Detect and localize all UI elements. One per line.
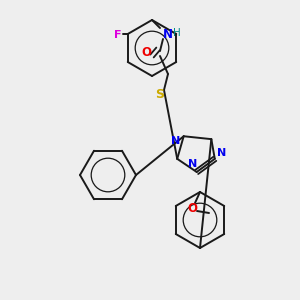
Text: N: N — [188, 159, 197, 169]
Text: N: N — [163, 28, 173, 40]
Text: F: F — [114, 30, 122, 40]
Text: O: O — [141, 46, 151, 59]
Text: O: O — [187, 202, 197, 214]
Text: N: N — [217, 148, 226, 158]
Text: S: S — [155, 88, 164, 100]
Text: H: H — [173, 28, 181, 38]
Text: N: N — [171, 136, 180, 146]
